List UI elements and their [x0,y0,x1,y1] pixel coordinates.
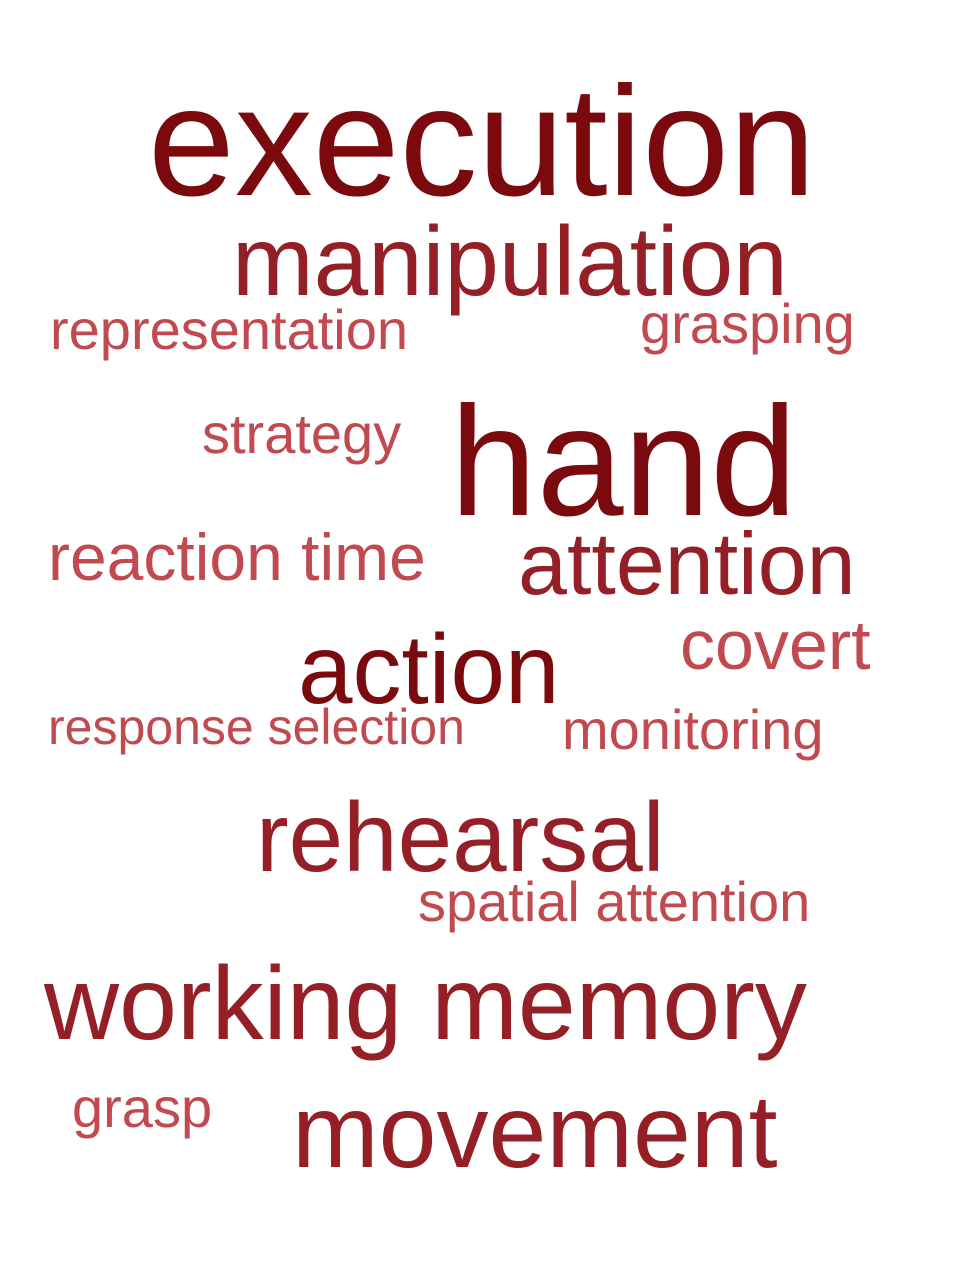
word-strategy: strategy [202,402,402,465]
word-grasp: grasp [72,1076,213,1139]
word-working-memory: working memory [44,946,807,1062]
word-hand: hand [450,375,798,549]
word-attention: attention [518,514,856,613]
word-spatial-attention: spatial attention [418,870,811,933]
word-movement: movement [292,1074,778,1190]
word-response-selection: response selection [48,699,465,755]
word-manipulation: manipulation [232,206,788,316]
word-rehearsal: rehearsal [256,782,665,892]
word-covert: covert [680,606,871,684]
word-action: action [298,614,560,724]
word-execution: execution [148,55,816,229]
word-representation: representation [50,298,409,361]
word-monitoring: monitoring [562,698,824,761]
word-reaction-time: reaction time [48,520,426,594]
word-grasping: grasping [640,292,855,355]
